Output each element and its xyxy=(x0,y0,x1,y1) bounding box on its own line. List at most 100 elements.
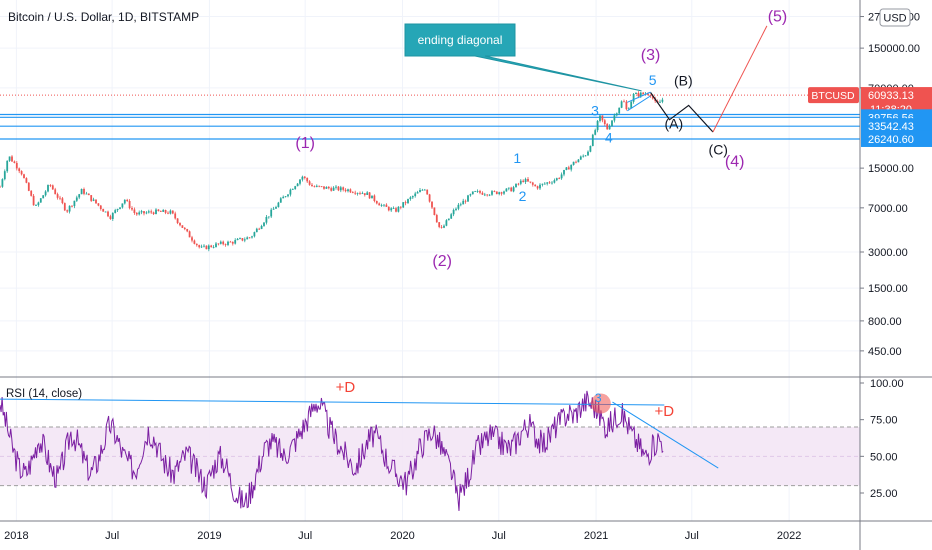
last-price-value: 60933.13 xyxy=(868,90,914,102)
candle-body xyxy=(85,193,88,195)
candle-body xyxy=(44,191,47,196)
candle-body xyxy=(428,194,431,202)
time-tick-label: Jul xyxy=(492,530,506,542)
candle-body xyxy=(555,178,558,181)
candle-body xyxy=(630,101,633,109)
wave-label-a: (A) xyxy=(664,116,683,132)
candle-body xyxy=(186,229,189,232)
candle-body xyxy=(479,190,481,193)
symbol-badge[interactable] xyxy=(808,87,859,104)
candle-body xyxy=(390,208,393,211)
candle-body xyxy=(596,120,599,131)
candle-body xyxy=(632,93,635,102)
candle-body xyxy=(339,187,342,191)
candle-body xyxy=(435,215,438,223)
candle-body xyxy=(591,134,594,146)
candle-body xyxy=(517,183,520,185)
rsi-trend-line[interactable] xyxy=(612,401,719,469)
price-series xyxy=(0,91,664,252)
candle-body xyxy=(387,206,390,211)
wave-label-3-primary: (3) xyxy=(641,47,661,64)
candle-body xyxy=(507,187,510,189)
candle-body xyxy=(6,160,9,172)
candle-body xyxy=(13,161,16,163)
candle-body xyxy=(119,207,121,209)
chart-title: Bitcoin / U.S. Dollar, 1D, BITSTAMP xyxy=(8,10,199,24)
candle-body xyxy=(639,92,642,97)
candle-body xyxy=(349,189,352,193)
axes: 2018Jul2019Jul2020Jul2021Jul2022275000.0… xyxy=(4,12,920,542)
candle-body xyxy=(217,243,220,245)
candle-body xyxy=(299,179,301,184)
candle-body xyxy=(320,186,323,188)
candle-body xyxy=(109,216,112,219)
candle-body xyxy=(147,211,150,213)
candle-body xyxy=(399,206,402,208)
level-price-value: 33542.43 xyxy=(868,121,914,133)
candle-body xyxy=(371,195,373,199)
abc-correction-path[interactable] xyxy=(650,92,714,133)
candle-body xyxy=(543,183,546,185)
candle-body xyxy=(536,186,539,189)
candle-body xyxy=(392,208,395,210)
candle-body xyxy=(471,191,474,195)
candle-body xyxy=(219,241,222,244)
candle-body xyxy=(375,201,378,204)
price-tick-label: 800.00 xyxy=(868,316,902,328)
candle-body xyxy=(263,222,265,226)
callout-bubble[interactable] xyxy=(404,23,642,92)
ending-diagonal-wedge[interactable] xyxy=(627,91,651,112)
rsi-divergence-line[interactable] xyxy=(0,398,665,406)
candle-body xyxy=(203,245,205,247)
candle-body xyxy=(558,178,561,179)
candle-body xyxy=(474,191,477,192)
candle-body xyxy=(531,182,534,185)
currency-button[interactable] xyxy=(879,8,911,27)
level-price-badge[interactable] xyxy=(861,130,932,147)
candle-body xyxy=(205,245,208,250)
candle-body xyxy=(572,161,575,165)
divergence-label-right: +D xyxy=(655,403,675,420)
candle-body xyxy=(627,108,630,110)
candle-body xyxy=(651,95,654,99)
candle-body xyxy=(1,179,4,187)
candle-body xyxy=(565,167,568,170)
candle-body xyxy=(567,167,570,170)
candle-body xyxy=(373,195,376,202)
rsi-line xyxy=(0,390,664,511)
candle-body xyxy=(661,99,664,102)
candle-body xyxy=(402,202,405,208)
candle-body xyxy=(135,212,138,215)
candle-body xyxy=(145,212,148,214)
horizontal-levels xyxy=(0,94,860,140)
candle-body xyxy=(455,208,457,210)
candle-body xyxy=(155,209,157,215)
wave-5-projection[interactable] xyxy=(712,25,768,133)
candle-body xyxy=(92,199,95,201)
candle-body xyxy=(378,203,381,206)
candle-body xyxy=(8,156,11,161)
rsi-peak-marker[interactable] xyxy=(590,393,611,414)
candle-body xyxy=(608,126,611,130)
candle-body xyxy=(383,204,385,206)
candle-body xyxy=(56,194,59,198)
candle-body xyxy=(193,240,196,244)
candle-body xyxy=(467,195,469,202)
wave-label-1-primary: (1) xyxy=(295,135,315,152)
candle-body xyxy=(42,195,45,199)
wave-label-5-minor: 5 xyxy=(649,72,657,88)
candle-body xyxy=(157,209,160,212)
candle-body xyxy=(111,212,114,219)
candle-body xyxy=(39,198,42,203)
wave-label-5-primary: (5) xyxy=(768,9,788,26)
candle-body xyxy=(589,145,592,152)
candle-body xyxy=(577,159,580,163)
candle-body xyxy=(423,189,426,191)
candle-body xyxy=(215,243,217,248)
candle-body xyxy=(512,187,515,192)
candle-body xyxy=(570,164,573,170)
candle-body xyxy=(272,208,275,210)
candle-body xyxy=(618,107,621,114)
level-price-badge[interactable] xyxy=(861,118,932,135)
candle-body xyxy=(599,115,601,121)
